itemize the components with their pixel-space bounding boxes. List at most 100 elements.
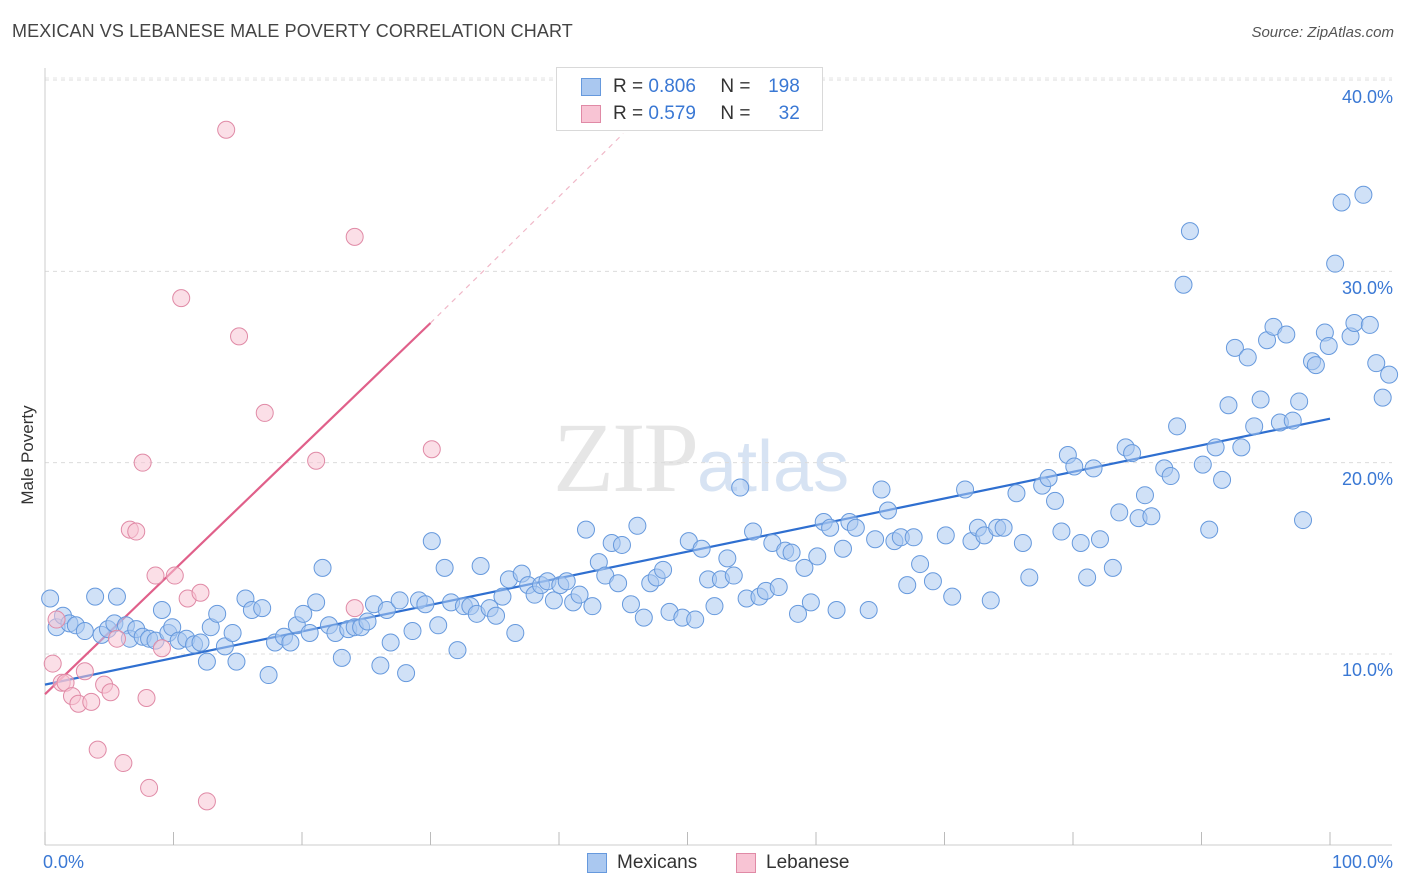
data-point-lebanese xyxy=(101,683,120,702)
data-point-mexicans xyxy=(1319,336,1338,355)
data-point-mexicans xyxy=(1046,491,1065,510)
data-point-mexicans xyxy=(1039,468,1058,487)
data-point-mexicans xyxy=(1206,438,1225,457)
data-point-mexicans xyxy=(1354,185,1373,204)
data-point-mexicans xyxy=(898,576,917,595)
data-point-mexicans xyxy=(416,595,435,614)
mexicans-legend-swatch xyxy=(587,853,607,873)
data-point-mexicans xyxy=(1161,467,1180,486)
data-point-mexicans xyxy=(86,587,105,606)
r-label: R = xyxy=(613,76,644,97)
zipatlas-watermark: ZIPatlas xyxy=(553,400,849,515)
data-point-mexicans xyxy=(994,518,1013,537)
data-point-mexicans xyxy=(1345,313,1364,332)
data-point-mexicans xyxy=(215,637,234,656)
data-point-mexicans xyxy=(923,572,942,591)
legend-item-lebanese: Lebanese xyxy=(736,852,849,874)
data-point-mexicans xyxy=(1294,511,1313,530)
data-point-lebanese xyxy=(114,754,133,773)
data-point-mexicans xyxy=(1065,457,1084,476)
data-point-mexicans xyxy=(1007,484,1026,503)
data-point-mexicans xyxy=(827,600,846,619)
data-point-mexicans xyxy=(1225,338,1244,357)
data-point-lebanese xyxy=(88,740,107,759)
legend-item-mexicans: Mexicans xyxy=(587,852,697,874)
series-lebanese xyxy=(43,120,441,811)
chart-title: MEXICAN VS LEBANESE MALE POVERTY CORRELA… xyxy=(12,21,573,41)
trendline-mexicans xyxy=(44,417,1331,686)
data-point-lebanese xyxy=(133,453,152,472)
data-point-lebanese xyxy=(75,662,94,681)
data-point-mexicans xyxy=(718,549,737,568)
data-point-lebanese xyxy=(137,689,156,708)
trendlines xyxy=(44,133,1331,695)
data-point-mexicans xyxy=(570,585,589,604)
data-point-mexicans xyxy=(821,518,840,537)
data-point-mexicans xyxy=(795,558,814,577)
data-point-mexicans xyxy=(448,641,467,660)
data-point-mexicans xyxy=(1360,315,1379,334)
source-label: Source: ZipAtlas.com xyxy=(1251,24,1394,41)
data-point-mexicans xyxy=(422,532,441,551)
data-point-lebanese xyxy=(255,403,274,422)
watermark-atlas: atlas xyxy=(697,427,850,507)
data-point-mexicans xyxy=(1123,444,1142,463)
data-point-mexicans xyxy=(654,560,673,579)
data-point-mexicans xyxy=(692,539,711,558)
data-point-mexicans xyxy=(1135,486,1154,505)
data-point-mexicans xyxy=(1110,503,1129,522)
data-point-mexicans xyxy=(208,604,227,623)
data-point-mexicans xyxy=(223,623,242,642)
data-point-mexicans xyxy=(878,501,897,520)
data-point-lebanese xyxy=(146,566,165,585)
data-point-lebanese xyxy=(197,792,216,811)
data-point-mexicans xyxy=(1084,459,1103,478)
data-point-mexicans xyxy=(583,597,602,616)
data-point-mexicans xyxy=(1052,522,1071,541)
data-point-lebanese xyxy=(47,610,66,629)
data-point-mexicans xyxy=(1020,568,1039,587)
data-point-mexicans xyxy=(1232,438,1251,457)
data-point-mexicans xyxy=(1193,455,1212,474)
data-point-mexicans xyxy=(705,597,724,616)
data-point-mexicans xyxy=(493,587,512,606)
data-point-mexicans xyxy=(191,633,210,652)
n-value: 32 xyxy=(778,103,800,124)
data-point-mexicans xyxy=(253,599,272,618)
data-point-mexicans xyxy=(1071,534,1090,553)
data-point-mexicans xyxy=(332,648,351,667)
data-point-mexicans xyxy=(866,530,885,549)
data-point-lebanese xyxy=(152,639,171,658)
data-point-lebanese xyxy=(217,120,236,139)
data-point-mexicans xyxy=(307,593,326,612)
data-point-mexicans xyxy=(801,593,820,612)
data-point-lebanese xyxy=(140,778,159,797)
data-point-lebanese xyxy=(191,583,210,602)
r-label: R = xyxy=(613,103,644,124)
data-point-mexicans xyxy=(833,539,852,558)
data-point-mexicans xyxy=(956,480,975,499)
data-point-mexicans xyxy=(744,522,763,541)
data-point-mexicans xyxy=(609,574,628,593)
data-point-mexicans xyxy=(197,652,216,671)
data-point-mexicans xyxy=(612,535,631,554)
data-point-lebanese xyxy=(82,692,101,711)
data-point-mexicans xyxy=(724,566,743,585)
data-point-mexicans xyxy=(1200,520,1219,539)
n-label: N = xyxy=(720,76,751,97)
trendline-extension-lebanese xyxy=(430,133,624,324)
data-point-mexicans xyxy=(1090,530,1109,549)
data-point-mexicans xyxy=(397,664,416,683)
data-point-mexicans xyxy=(628,516,647,535)
data-point-mexicans xyxy=(1251,390,1270,409)
x-tick-min: 0.0% xyxy=(43,852,85,872)
data-point-mexicans xyxy=(557,572,576,591)
data-point-mexicans xyxy=(576,520,595,539)
data-point-mexicans xyxy=(471,556,490,575)
data-point-mexicans xyxy=(1142,507,1161,526)
data-point-mexicans xyxy=(731,478,750,497)
data-point-lebanese xyxy=(345,599,364,618)
data-point-mexicans xyxy=(1283,411,1302,430)
watermark-zip: ZIP xyxy=(553,402,699,513)
